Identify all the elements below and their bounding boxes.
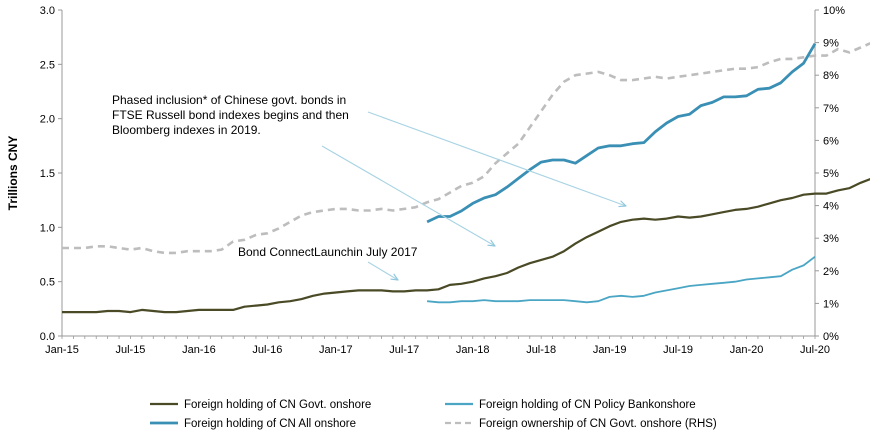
y2-tick-label: 0% xyxy=(823,331,839,343)
y-tick-label: 1.0 xyxy=(40,222,55,234)
x-tick-label: Jan-15 xyxy=(45,344,79,356)
chart-annotations: Phased inclusion* of Chinese govt. bonds… xyxy=(112,93,626,280)
legend-label-0: Foreign holding of CN Govt. onshore xyxy=(184,399,371,411)
y2-tick-label: 1% xyxy=(823,298,839,310)
x-tick-label: Jul-16 xyxy=(252,344,282,356)
annotation-arrow xyxy=(367,261,398,280)
series-line-0 xyxy=(62,177,870,314)
y2-tick-label: 4% xyxy=(823,201,839,213)
chart-lines xyxy=(62,42,870,314)
legend-label-2: Foreign holding of CN All onshore xyxy=(184,418,356,430)
y2-tick-label: 2% xyxy=(823,266,839,278)
annotation-arrow xyxy=(367,111,626,206)
legend-label-1: Foreign holding of CN Policy Bankonshore xyxy=(479,399,696,411)
series-line-2 xyxy=(426,42,817,224)
y-axis-title: Trillions CNY xyxy=(6,136,20,211)
x-tick-label: Jan-18 xyxy=(456,344,490,356)
chart-legend: Foreign holding of CN Govt. onshore Forei… xyxy=(150,399,717,430)
y2-tick-label: 3% xyxy=(823,233,839,245)
y2-tick-label: 6% xyxy=(823,135,839,147)
x-tick-label: Jan-17 xyxy=(319,344,353,356)
y-tick-label: 0.5 xyxy=(40,277,55,289)
annotation-inclusion-line: Bloomberg indexes in 2019. xyxy=(112,123,261,137)
x-tick-label: Jul-18 xyxy=(526,344,556,356)
annotation-arrow xyxy=(321,145,495,246)
x-tick-label: Jul-17 xyxy=(389,344,419,356)
chart-axes: 0.0 0.5 1.0 1.5 2.0 2.5 3.0 0% 1% 2% 3% 4% 5% 6% 7% 8% 9… xyxy=(6,5,845,356)
x-tick-label: Jul-15 xyxy=(115,344,145,356)
annotation-bond-connect: Bond ConnectLaunchin July 2017 xyxy=(238,245,418,259)
x-tick-label: Jul-20 xyxy=(800,344,830,356)
x-tick-label: Jul-19 xyxy=(663,344,693,356)
annotation-inclusion-line: FTSE Russell bond indexes begins and the… xyxy=(112,108,349,122)
y-tick-label: 3.0 xyxy=(40,5,55,17)
series-line-3 xyxy=(62,42,870,255)
x-tick-label: Jan-16 xyxy=(182,344,216,356)
series-line-1 xyxy=(427,255,816,304)
y-tick-label: 2.5 xyxy=(40,59,55,71)
y-tick-label: 0.0 xyxy=(40,331,55,343)
annotation-inclusion-line: Phased inclusion* of Chinese govt. bonds… xyxy=(112,93,346,107)
y2-tick-label: 5% xyxy=(823,168,839,180)
y2-tick-label: 8% xyxy=(823,70,839,82)
x-tick-label: Jan-19 xyxy=(593,344,627,356)
y2-tick-label: 7% xyxy=(823,103,839,115)
legend-label-3: Foreign ownership of CN Govt. onshore (R… xyxy=(479,418,717,430)
y2-tick-label: 10% xyxy=(823,5,845,17)
y2-tick-label: 9% xyxy=(823,38,839,50)
x-tick-label: Jan-20 xyxy=(730,344,764,356)
y-tick-label: 1.5 xyxy=(40,168,55,180)
y-tick-label: 2.0 xyxy=(40,114,55,126)
